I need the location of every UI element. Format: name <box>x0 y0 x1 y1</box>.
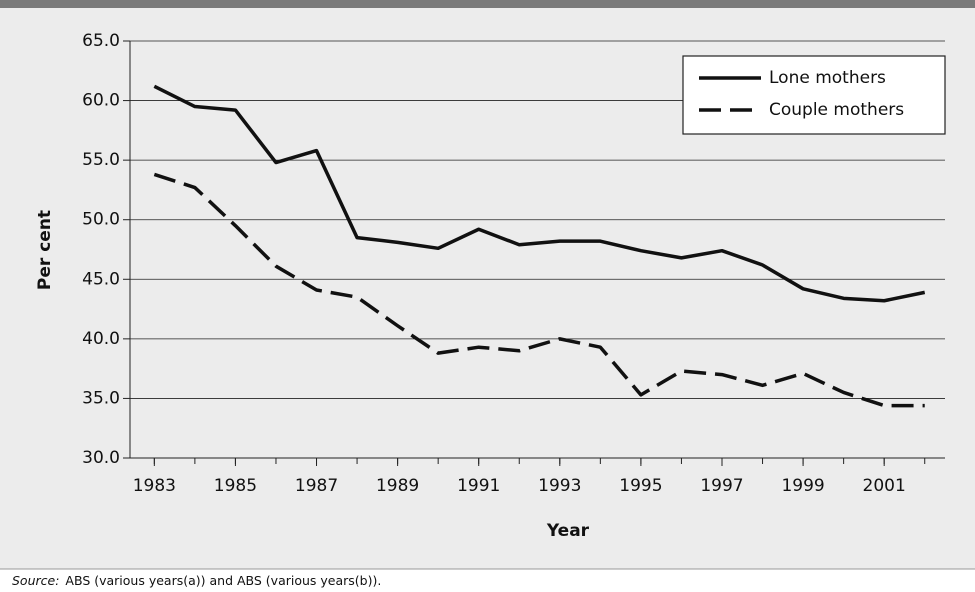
x-tick-label: 1991 <box>457 476 500 496</box>
y-tick-label: 55.0 <box>82 150 120 170</box>
x-tick-label: 2001 <box>863 476 906 496</box>
y-axis-label: Per cent <box>35 210 55 290</box>
y-tick-label: 40.0 <box>82 329 120 349</box>
y-tick-label: 45.0 <box>82 269 120 289</box>
x-tick-label: 1993 <box>538 476 581 496</box>
y-tick-label: 30.0 <box>82 448 120 468</box>
series-line <box>153 172 925 408</box>
source: Source: ABS (various years(a)) and ABS (v… <box>12 573 381 588</box>
x-tick-label: 1983 <box>133 476 176 496</box>
source-label: Source: <box>12 573 59 588</box>
y-tick-label: 60.0 <box>82 91 120 111</box>
y-tick-label: 35.0 <box>82 388 120 408</box>
legend-label: Couple mothers <box>769 100 904 120</box>
source-text: ABS (various years(a)) and ABS (various … <box>65 573 381 588</box>
top-bar <box>0 0 975 8</box>
y-tick-label: 65.0 <box>82 31 120 51</box>
x-axis-label: Year <box>546 521 590 541</box>
legend-label: Lone mothers <box>769 68 886 88</box>
x-tick-label: 1985 <box>214 476 257 496</box>
x-tick-label: 1997 <box>700 476 743 496</box>
x-tick-label: 1995 <box>619 476 662 496</box>
series-line <box>153 84 926 303</box>
x-tick-label: 1999 <box>781 476 824 496</box>
legend-box <box>682 55 946 135</box>
x-tick-label: 1987 <box>295 476 338 496</box>
x-tick-label: 1989 <box>376 476 419 496</box>
y-tick-label: 50.0 <box>82 210 120 230</box>
